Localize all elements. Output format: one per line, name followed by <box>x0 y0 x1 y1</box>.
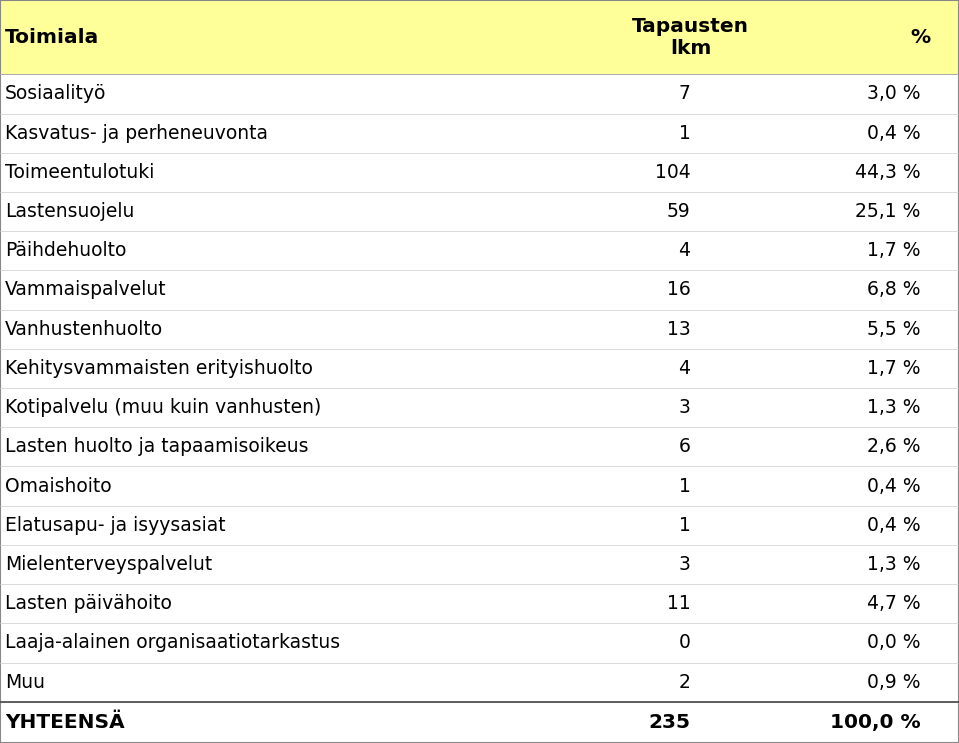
Text: Tapausten
lkm: Tapausten lkm <box>632 16 749 58</box>
Text: 3: 3 <box>679 555 690 574</box>
Text: Muu: Muu <box>5 672 45 692</box>
Text: Laaja-alainen organisaatiotarkastus: Laaja-alainen organisaatiotarkastus <box>5 633 339 652</box>
Text: 100,0 %: 100,0 % <box>830 713 921 732</box>
FancyBboxPatch shape <box>0 0 959 74</box>
Text: Mielenterveyspalvelut: Mielenterveyspalvelut <box>5 555 212 574</box>
Text: 0,4 %: 0,4 % <box>867 516 921 535</box>
Text: Kehitysvammaisten erityishuolto: Kehitysvammaisten erityishuolto <box>5 359 313 378</box>
Text: Päihdehuolto: Päihdehuolto <box>5 241 127 260</box>
Text: 0,4 %: 0,4 % <box>867 123 921 143</box>
Text: 2: 2 <box>679 672 690 692</box>
Text: Vanhustenhuolto: Vanhustenhuolto <box>5 319 163 339</box>
Text: 16: 16 <box>667 280 690 299</box>
Text: 1,3 %: 1,3 % <box>867 555 921 574</box>
Text: 1: 1 <box>679 476 690 496</box>
Text: 4: 4 <box>678 241 690 260</box>
Text: 13: 13 <box>667 319 690 339</box>
Text: Sosiaalityö: Sosiaalityö <box>5 85 106 103</box>
Text: Kasvatus- ja perheneuvonta: Kasvatus- ja perheneuvonta <box>5 123 268 143</box>
Text: 0,0 %: 0,0 % <box>867 633 921 652</box>
Text: YHTEENSÄ: YHTEENSÄ <box>5 713 125 732</box>
Text: 1,7 %: 1,7 % <box>867 359 921 378</box>
Text: 0,4 %: 0,4 % <box>867 476 921 496</box>
Text: Toimiala: Toimiala <box>5 27 99 47</box>
Text: 1,7 %: 1,7 % <box>867 241 921 260</box>
Text: Vammaispalvelut: Vammaispalvelut <box>5 280 167 299</box>
Text: 25,1 %: 25,1 % <box>855 202 921 221</box>
Text: %: % <box>911 27 930 47</box>
Text: 0,9 %: 0,9 % <box>867 672 921 692</box>
Text: 0: 0 <box>679 633 690 652</box>
Text: 44,3 %: 44,3 % <box>855 163 921 182</box>
Text: 7: 7 <box>679 85 690 103</box>
Text: 235: 235 <box>648 713 690 732</box>
Text: 1: 1 <box>679 123 690 143</box>
Text: 2,6 %: 2,6 % <box>867 438 921 456</box>
Text: 4: 4 <box>678 359 690 378</box>
Text: Elatusapu- ja isyysasiat: Elatusapu- ja isyysasiat <box>5 516 225 535</box>
Text: 3,0 %: 3,0 % <box>867 85 921 103</box>
Text: 5,5 %: 5,5 % <box>867 319 921 339</box>
Text: 11: 11 <box>667 594 690 613</box>
Text: 1: 1 <box>679 516 690 535</box>
Text: Omaishoito: Omaishoito <box>5 476 111 496</box>
Text: 3: 3 <box>679 398 690 417</box>
Text: 1,3 %: 1,3 % <box>867 398 921 417</box>
Text: Lastensuojelu: Lastensuojelu <box>5 202 134 221</box>
Text: 4,7 %: 4,7 % <box>867 594 921 613</box>
Text: Lasten huolto ja tapaamisoikeus: Lasten huolto ja tapaamisoikeus <box>5 438 308 456</box>
Text: 59: 59 <box>667 202 690 221</box>
Text: 104: 104 <box>655 163 690 182</box>
Text: Lasten päivähoito: Lasten päivähoito <box>5 594 172 613</box>
Text: Kotipalvelu (muu kuin vanhusten): Kotipalvelu (muu kuin vanhusten) <box>5 398 321 417</box>
Text: Toimeentulotuki: Toimeentulotuki <box>5 163 154 182</box>
Text: 6,8 %: 6,8 % <box>867 280 921 299</box>
Text: 6: 6 <box>679 438 690 456</box>
